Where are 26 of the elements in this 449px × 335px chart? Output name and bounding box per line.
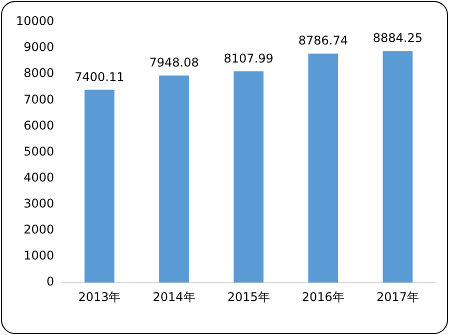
bar bbox=[382, 51, 413, 283]
y-tick-label: 9000 bbox=[24, 40, 54, 54]
bar bbox=[84, 90, 114, 283]
x-tick-label: 2013年 bbox=[78, 290, 121, 304]
bar bbox=[308, 54, 338, 283]
x-tick-label: 2015年 bbox=[227, 290, 270, 304]
y-tick-label: 8000 bbox=[24, 66, 54, 80]
bar bbox=[159, 75, 189, 283]
y-tick-label: 6000 bbox=[24, 118, 54, 132]
y-tick-label: 10000 bbox=[16, 14, 54, 28]
bar bbox=[234, 71, 264, 283]
y-tick-label: 4000 bbox=[24, 170, 54, 184]
data-label: 8786.74 bbox=[298, 34, 348, 48]
x-tick-label: 2017年 bbox=[376, 290, 419, 304]
x-tick-label: 2014年 bbox=[152, 290, 196, 304]
x-tick-label: 2016年 bbox=[302, 290, 344, 304]
y-tick-label: 1000 bbox=[24, 248, 54, 263]
y-tick-label: 2000 bbox=[24, 222, 54, 237]
data-label: 8884.25 bbox=[372, 31, 423, 46]
data-label: 7948.08 bbox=[149, 56, 199, 70]
y-tick-label: 7000 bbox=[24, 92, 54, 106]
data-label: 7400.11 bbox=[74, 70, 124, 84]
y-tick-label: 0 bbox=[46, 274, 54, 289]
data-label: 8107.99 bbox=[224, 51, 274, 66]
y-tick-label: 5000 bbox=[24, 144, 54, 158]
y-tick-label: 3000 bbox=[24, 196, 54, 211]
